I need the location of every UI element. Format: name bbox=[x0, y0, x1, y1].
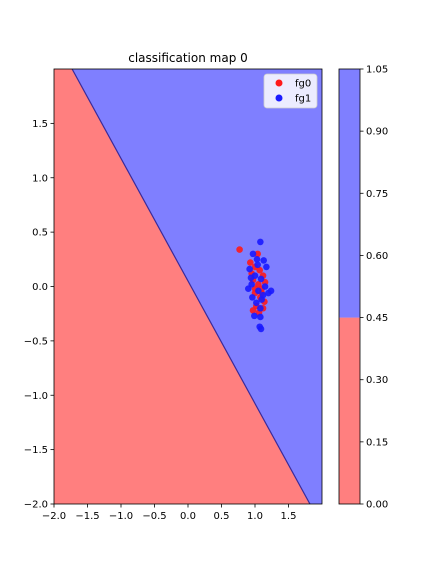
x-tick-label: −1.5 bbox=[75, 511, 99, 522]
data-point-fg0 bbox=[249, 307, 257, 314]
colorbar-tick-label: 0.15 bbox=[366, 437, 388, 448]
y-tick-label: −0.5 bbox=[24, 336, 48, 347]
legend-marker-fg1 bbox=[275, 94, 283, 102]
decision-boundary bbox=[71, 69, 311, 504]
data-point-fg1 bbox=[257, 238, 264, 246]
data-point-fg1 bbox=[249, 250, 257, 258]
colorbar-segment bbox=[339, 69, 360, 318]
data-point-fg0 bbox=[247, 259, 254, 266]
data-point-fg1 bbox=[257, 325, 265, 333]
chart-title: classification map 0 bbox=[128, 51, 248, 65]
data-point-fg1 bbox=[245, 285, 252, 292]
data-point-fg1 bbox=[253, 256, 261, 263]
colorbar-frame bbox=[338, 68, 361, 505]
data-point-fg0 bbox=[254, 250, 261, 258]
data-point-fg1 bbox=[261, 283, 269, 290]
data-point-fg1 bbox=[260, 257, 268, 264]
y-tick-label: −1.0 bbox=[24, 391, 48, 402]
y-tick-label: −2.0 bbox=[24, 500, 48, 511]
y-tick-label: 0.5 bbox=[32, 228, 48, 239]
data-point-fg1 bbox=[255, 287, 262, 295]
data-point-fg1 bbox=[259, 291, 267, 299]
decision-regions bbox=[54, 69, 322, 504]
data-point-fg1 bbox=[251, 312, 258, 320]
colorbar-tick-label: 0.60 bbox=[366, 251, 388, 262]
data-point-fg1 bbox=[253, 299, 260, 307]
x-tick-label: −0.5 bbox=[142, 511, 166, 522]
legend-label-fg1: fg1 bbox=[295, 94, 311, 105]
x-tick-label: 1.0 bbox=[247, 511, 263, 522]
colorbar-segment bbox=[339, 317, 360, 504]
colorbar-tick-label: 0.45 bbox=[366, 313, 388, 324]
data-point-fg1 bbox=[254, 261, 261, 269]
y-tick-label: −1.5 bbox=[24, 445, 48, 456]
x-tick-label: −1.0 bbox=[109, 511, 133, 522]
colorbar: 0.00 0.15 0.30 0.45 0.60 0.75 0.90 1.05 bbox=[338, 65, 388, 511]
x-tick-label: −2.0 bbox=[42, 511, 66, 522]
plot-area: −2.0 −1.5 −1.0 −0.5 0.0 0.5 1.0 1.5 −2.0 −1.5 −1.0… bbox=[24, 68, 323, 522]
data-point-fg1 bbox=[257, 313, 264, 321]
y-tick-label: 1.5 bbox=[32, 119, 48, 130]
colorbar-tick-label: 0.75 bbox=[366, 189, 388, 200]
data-point-fg1 bbox=[249, 294, 256, 301]
data-point-fg1 bbox=[246, 265, 253, 273]
legend-marker-fg0 bbox=[275, 79, 283, 87]
colorbar-tick-label: 0.90 bbox=[366, 127, 388, 138]
colorbar-tick-label: 0.30 bbox=[366, 375, 388, 386]
series-fg1 bbox=[245, 238, 275, 333]
data-point-fg1 bbox=[263, 263, 270, 271]
region-fg1 bbox=[72, 69, 322, 504]
x-tick-label: 1.5 bbox=[281, 511, 297, 522]
x-tick-label: 0.5 bbox=[214, 511, 230, 522]
data-point-fg0 bbox=[236, 246, 243, 253]
colorbar-tick-label: 0.00 bbox=[366, 500, 388, 511]
data-point-fg1 bbox=[265, 289, 272, 297]
y-tick-label: 1.0 bbox=[32, 173, 48, 184]
region-fg0 bbox=[54, 69, 310, 504]
data-point-fg1 bbox=[247, 274, 255, 282]
y-tick-label: 0.0 bbox=[32, 282, 48, 293]
colorbar-tick-label: 1.05 bbox=[366, 65, 388, 76]
data-point-fg1 bbox=[257, 304, 264, 312]
x-tick-label: 0.0 bbox=[180, 511, 196, 522]
data-point-fg1 bbox=[257, 275, 265, 283]
data-point-fg0 bbox=[256, 266, 263, 274]
legend-label-fg0: fg0 bbox=[295, 79, 311, 90]
